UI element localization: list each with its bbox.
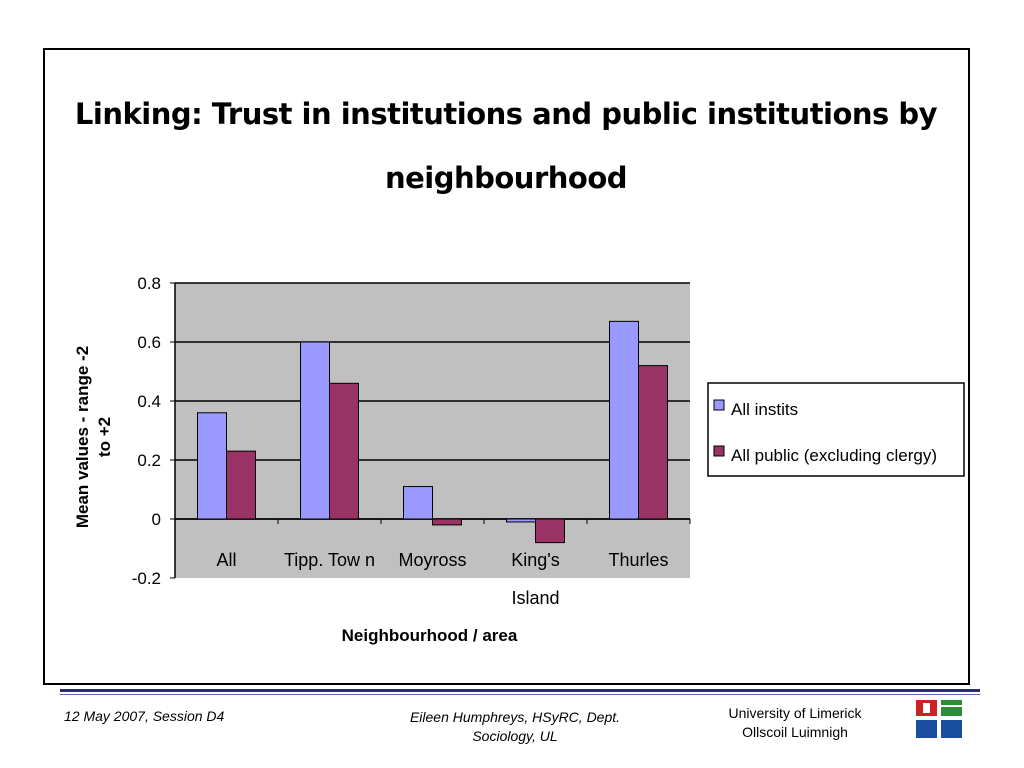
legend-box <box>707 382 965 477</box>
logo-green-square <box>941 700 962 716</box>
y-tick-label: -0.2 <box>132 569 161 588</box>
footer-university-line1: University of Limerick <box>728 705 862 721</box>
bar-all-public-4 <box>638 365 668 520</box>
bar-all-instits-0 <box>197 412 227 520</box>
legend-label: All public (excluding clergy) <box>731 446 937 465</box>
footer-author-line1: Eileen Humphreys, HSyRC, Dept. <box>409 709 621 725</box>
bar-all-public-0 <box>226 450 256 520</box>
y-axis-title-line: Mean values - range -2 <box>73 346 92 528</box>
x-category-label: Island <box>511 588 559 608</box>
logo-green-stripe <box>941 705 962 707</box>
legend-label: All instits <box>731 400 798 419</box>
legend-swatch <box>713 445 725 457</box>
plot-background <box>175 283 690 578</box>
logo-blue-square-right <box>941 720 962 738</box>
x-category-label: Thurles <box>608 550 668 570</box>
footer-university: University of Limerick Ollscoil Luimnigh <box>690 704 900 742</box>
logo-blue-square-left <box>916 720 937 738</box>
footer-rule <box>60 689 980 692</box>
y-tick-label: 0.6 <box>137 333 161 352</box>
y-tick-label: 0.8 <box>137 274 161 293</box>
legend-swatch <box>713 399 725 411</box>
bar-all-public-2 <box>432 518 462 526</box>
x-category-label: Moyross <box>398 550 466 570</box>
footer-date-session: 12 May 2007, Session D4 <box>64 708 225 724</box>
bar-all-public-3 <box>535 518 565 544</box>
footer-author: Eileen Humphreys, HSyRC, Dept. Sociology… <box>370 708 660 746</box>
y-axis-title: Mean values - range -2 to +2 <box>73 346 114 528</box>
legend: All instits All public (excluding clergy) <box>707 382 965 477</box>
footer-author-line2: Sociology, UL <box>472 728 558 744</box>
footer-rule-thin <box>60 694 980 695</box>
university-logo <box>916 700 962 738</box>
y-axis-title-line: to +2 <box>95 417 114 457</box>
plot-area: -0.2 0 0.2 0.4 0.6 0.8 <box>132 274 691 588</box>
y-tick-label: 0 <box>152 510 161 529</box>
chart-title: Linking: Trust in institutions and publi… <box>74 97 938 195</box>
chart-marks: All Tipp. Tow n Moyross King's Island Thurles… <box>73 320 669 645</box>
y-tick-label: 0.4 <box>137 392 161 411</box>
y-tick-label: 0.2 <box>137 451 161 470</box>
x-category-label: King's <box>511 550 559 570</box>
bar-all-instits-1 <box>300 341 330 520</box>
x-axis-title: Neighbourhood / area <box>342 626 518 645</box>
bar-all-public-1 <box>329 382 359 520</box>
footer-university-line2: Ollscoil Luimnigh <box>742 724 848 740</box>
x-category-label: All <box>216 550 236 570</box>
bar-all-instits-2 <box>403 486 433 520</box>
logo-red-square-mark <box>923 703 930 713</box>
bar-all-instits-4 <box>609 320 639 520</box>
bar-all-instits-3 <box>506 518 536 523</box>
x-category-label: Tipp. Tow n <box>284 550 375 570</box>
